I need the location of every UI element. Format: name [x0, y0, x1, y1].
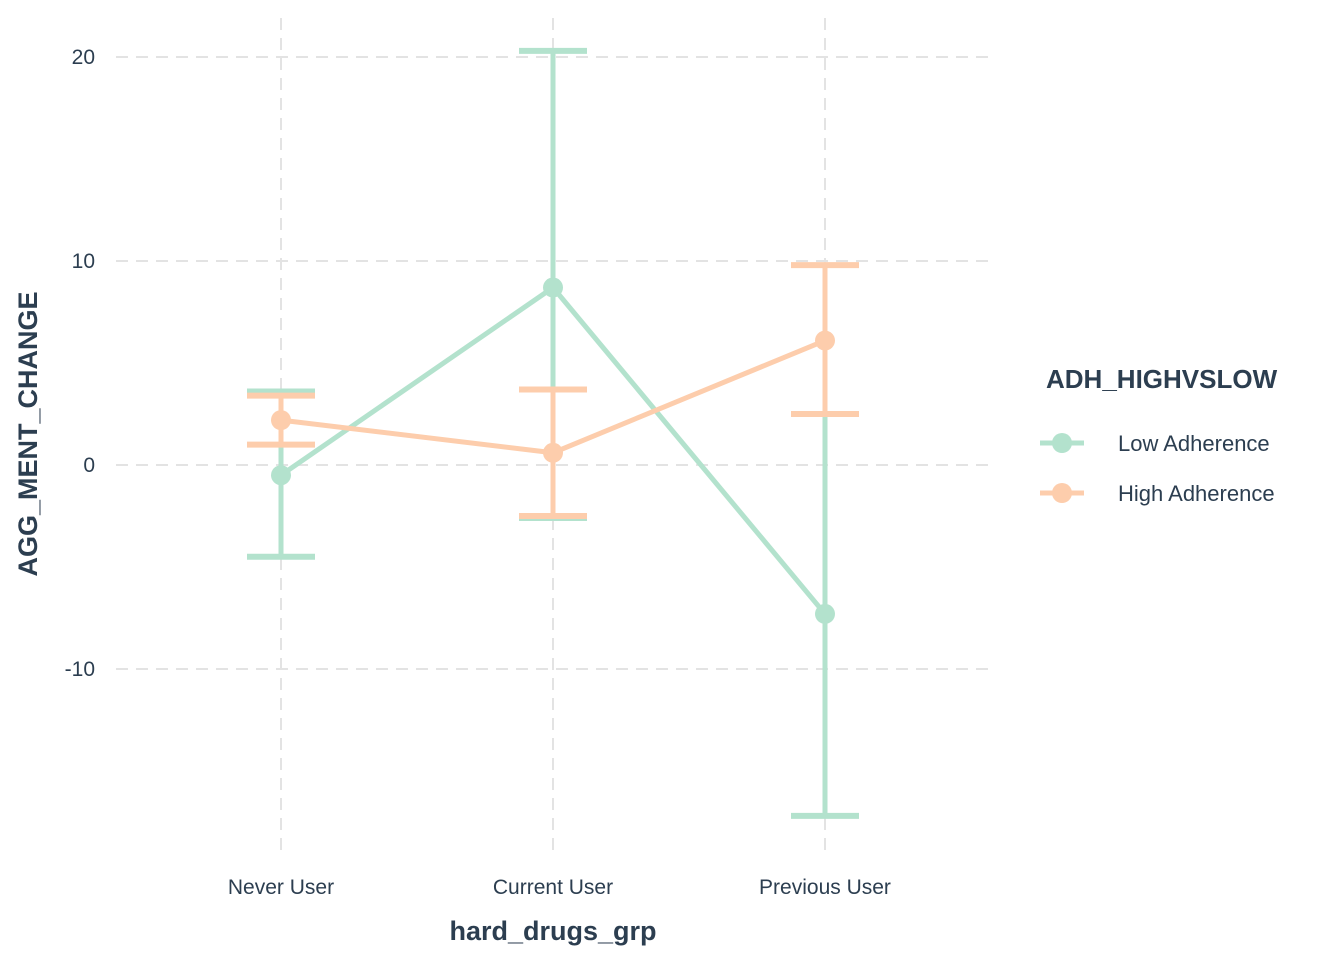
legend-title: ADH_HIGHVSLOW [1046, 364, 1278, 394]
legend-key-point [1052, 433, 1072, 453]
x-tick-label: Current User [493, 876, 613, 899]
data-point [543, 442, 563, 463]
data-point [271, 410, 291, 431]
series-high-adherence [247, 262, 859, 519]
y-tick-label: 10 [72, 250, 95, 273]
legend-key-point [1052, 483, 1072, 503]
grid-layer [116, 18, 992, 854]
legend-label: High Adherence [1118, 481, 1275, 506]
y-axis-tick-labels: -10 0 10 20 [65, 46, 95, 681]
legend-label: Low Adherence [1118, 431, 1270, 456]
data-point [815, 603, 835, 624]
x-tick-label: Never User [228, 876, 334, 899]
x-axis-tick-labels: Never User Current User Previous User [228, 876, 891, 899]
y-tick-label: -10 [65, 658, 95, 681]
data-point [543, 277, 563, 298]
legend-items: Low Adherence High Adherence [1040, 431, 1275, 506]
y-tick-label: 20 [72, 46, 95, 69]
data-point [815, 330, 835, 351]
legend-item: Low Adherence [1040, 431, 1270, 456]
x-axis-title: hard_drugs_grp [449, 916, 656, 946]
legend: ADH_HIGHVSLOW Low Adherence High Adherenc… [1040, 364, 1278, 506]
x-tick-label: Previous User [759, 876, 891, 899]
y-tick-label: 0 [83, 454, 95, 477]
legend-item: High Adherence [1040, 481, 1275, 506]
data-point [271, 465, 291, 486]
y-axis-title: AGG_MENT_CHANGE [13, 291, 43, 576]
series-layer [247, 47, 859, 819]
